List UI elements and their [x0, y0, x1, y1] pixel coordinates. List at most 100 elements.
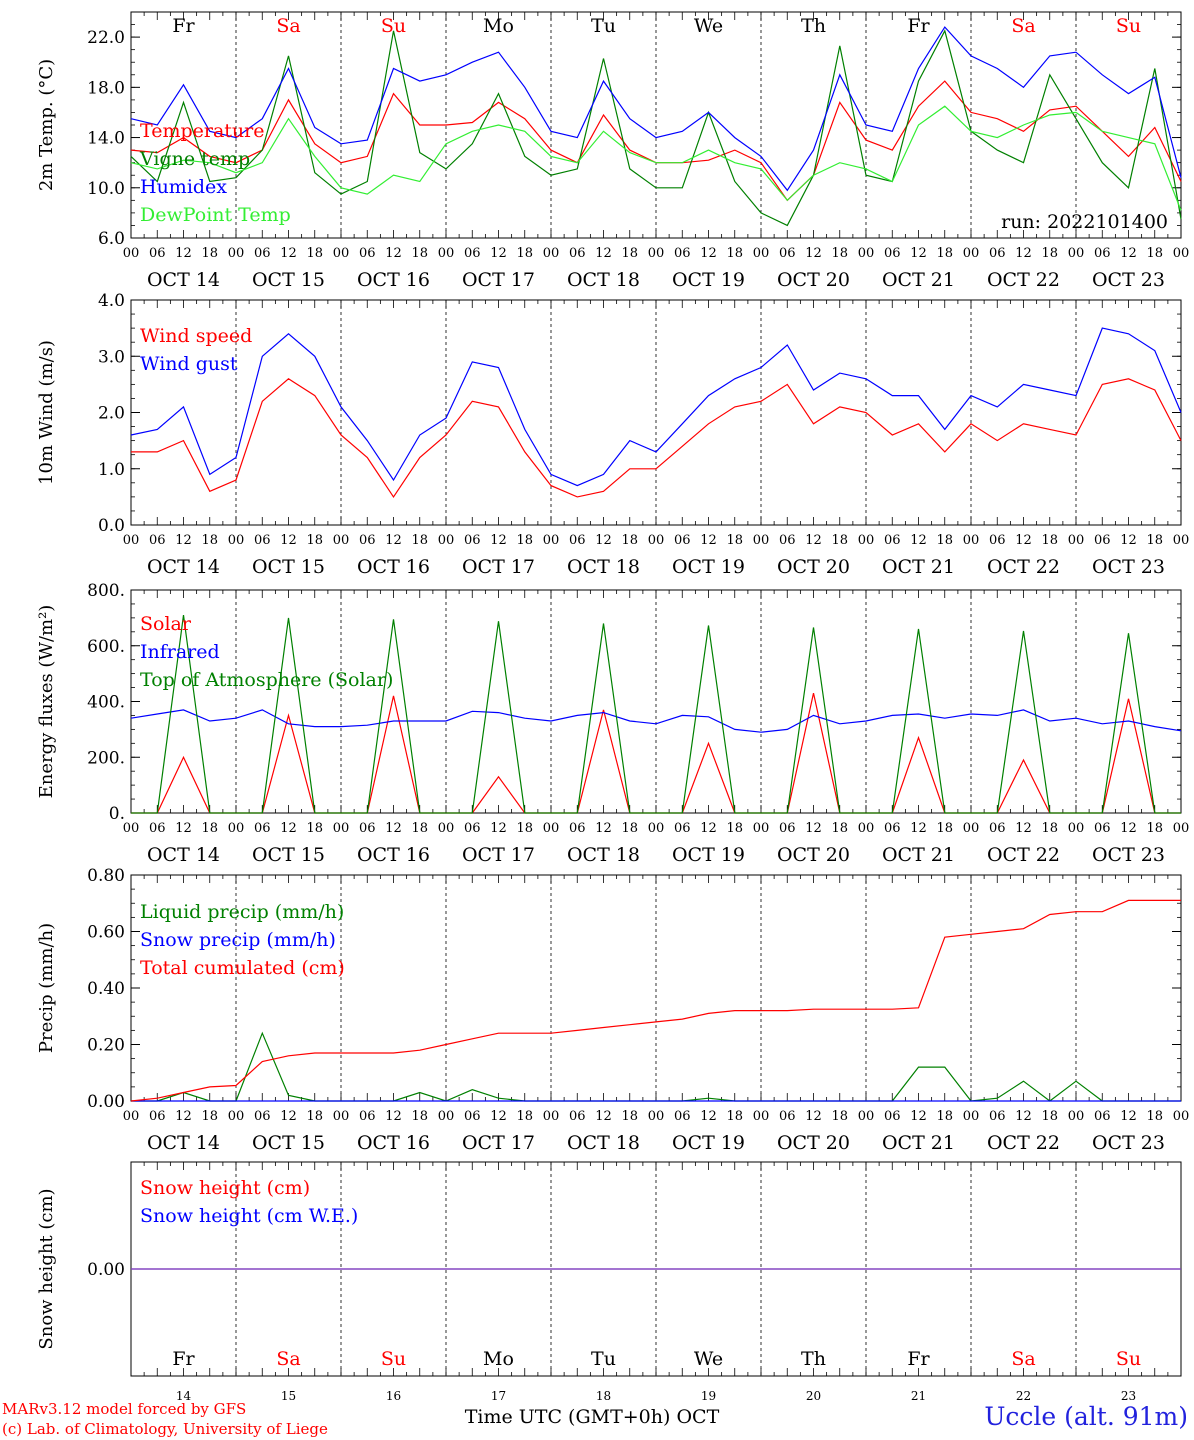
- hour-label: 00: [543, 533, 560, 548]
- hour-label: 18: [1146, 821, 1163, 836]
- hour-label: 18: [201, 246, 218, 261]
- hour-label: 12: [490, 821, 507, 836]
- hour-label: 00: [123, 246, 140, 261]
- hour-label: 12: [595, 533, 612, 548]
- weekday-label-top: Sa: [276, 15, 300, 37]
- day-number-label: 15: [281, 1389, 296, 1403]
- y-axis-label: 2m Temp. (°C): [36, 59, 57, 191]
- hour-label: 00: [858, 246, 875, 261]
- hour-label: 12: [280, 246, 297, 261]
- y-tick-label: 0.00: [87, 1092, 125, 1112]
- hour-label: 18: [411, 1109, 428, 1124]
- hour-label: 12: [175, 821, 192, 836]
- legend-entry: Total cumulated (cm): [140, 957, 345, 979]
- hour-label: 12: [595, 246, 612, 261]
- series-line: [130, 105, 1182, 211]
- hour-label: 00: [1068, 1109, 1085, 1124]
- hour-label: 06: [989, 1109, 1006, 1124]
- date-label: OCT 23: [1092, 556, 1165, 578]
- hour-label: 06: [1094, 246, 1111, 261]
- hour-label: 00: [963, 533, 980, 548]
- date-label: OCT 20: [777, 844, 850, 866]
- hour-label: 06: [674, 246, 691, 261]
- weekday-label-bottom: Su: [1116, 1348, 1141, 1370]
- model-credit: MARv3.12 model forced by GFS (c) Lab. of…: [2, 1399, 328, 1439]
- y-tick-label: 18.0: [87, 78, 125, 98]
- legend-entry: Top of Atmosphere (Solar): [140, 669, 393, 691]
- date-label: OCT 18: [567, 269, 640, 291]
- hour-label: 00: [858, 1109, 875, 1124]
- y-tick-label: 200.: [87, 748, 125, 768]
- hour-label: 18: [621, 533, 638, 548]
- date-label: OCT 17: [462, 556, 535, 578]
- hour-label: 18: [516, 821, 533, 836]
- legend-entry: Wind gust: [140, 353, 238, 375]
- hour-label: 06: [359, 821, 376, 836]
- hour-label: 12: [910, 821, 927, 836]
- hour-label: 00: [858, 821, 875, 836]
- y-tick-label: 1.0: [98, 460, 125, 480]
- hour-label: 18: [831, 533, 848, 548]
- y-tick-label: 6.0: [98, 229, 125, 249]
- date-label: OCT 18: [567, 844, 640, 866]
- hour-label: 06: [989, 533, 1006, 548]
- date-label: OCT 21: [882, 1132, 955, 1154]
- hour-label: 06: [464, 821, 481, 836]
- hour-label: 18: [621, 821, 638, 836]
- legend-entry: Snow height (cm): [140, 1177, 310, 1199]
- hour-label: 00: [1068, 821, 1085, 836]
- day-number-label: 19: [701, 1389, 716, 1403]
- hour-label: 12: [385, 246, 402, 261]
- hour-label: 00: [333, 533, 350, 548]
- hour-label: 06: [674, 821, 691, 836]
- date-label: OCT 15: [252, 1132, 325, 1154]
- hour-label: 06: [674, 533, 691, 548]
- hour-label: 06: [884, 1109, 901, 1124]
- weekday-label-bottom: Fr: [907, 1348, 930, 1370]
- y-tick-label: 0.80: [87, 866, 125, 886]
- hour-label: 06: [1094, 1109, 1111, 1124]
- model-label: MARv3.12 model forced by GFS: [2, 1400, 247, 1418]
- hour-label: 12: [910, 246, 927, 261]
- panel-snow: 0.00 Snow height (cm) Snow height (cm) Snow…: [36, 1161, 1182, 1377]
- date-label: OCT 22: [987, 556, 1060, 578]
- weekday-label-top: Su: [1116, 15, 1141, 37]
- series-line: [130, 709, 1182, 733]
- hour-label: 00: [963, 821, 980, 836]
- hour-label: 18: [411, 821, 428, 836]
- hour-label: 12: [805, 533, 822, 548]
- date-label: OCT 21: [882, 844, 955, 866]
- y-axis-label: Snow height (cm): [36, 1188, 57, 1349]
- hour-label: 18: [516, 533, 533, 548]
- legend-entry: Temperature: [140, 120, 264, 142]
- day-number-label: 16: [386, 1389, 401, 1403]
- hour-label: 00: [543, 1109, 560, 1124]
- date-label: OCT 16: [357, 844, 430, 866]
- hour-label: 00: [858, 533, 875, 548]
- y-tick-label: 10.0: [87, 179, 125, 199]
- panel-precip: 0.00 0.20 0.40 0.60 0.80 Precip (mm/h) Liquid …: [36, 866, 1189, 1154]
- date-label: OCT 22: [987, 1132, 1060, 1154]
- hour-label: 06: [779, 246, 796, 261]
- hour-label: 00: [123, 821, 140, 836]
- hour-label: 12: [1015, 246, 1032, 261]
- date-label: OCT 19: [672, 844, 745, 866]
- hour-label: 18: [936, 1109, 953, 1124]
- y-tick-label: 2.0: [98, 404, 125, 424]
- hour-label: 00: [438, 821, 455, 836]
- y-tick-label: 0.: [109, 804, 125, 824]
- date-label: OCT 19: [672, 556, 745, 578]
- series-line: [131, 615, 1181, 814]
- legend-entry: Snow height (cm W.E.): [140, 1205, 358, 1227]
- day-number-label: 23: [1121, 1389, 1136, 1403]
- date-label: OCT 14: [147, 269, 220, 291]
- date-label: OCT 22: [987, 269, 1060, 291]
- hour-label: 12: [385, 1109, 402, 1124]
- hour-label: 00: [228, 821, 245, 836]
- legend-entry: DewPoint Temp: [140, 204, 291, 226]
- date-label: OCT 21: [882, 269, 955, 291]
- date-label: OCT 23: [1092, 844, 1165, 866]
- run-label: run: 2022101400: [1001, 211, 1168, 233]
- hour-label: 18: [621, 1109, 638, 1124]
- hour-label: 00: [333, 821, 350, 836]
